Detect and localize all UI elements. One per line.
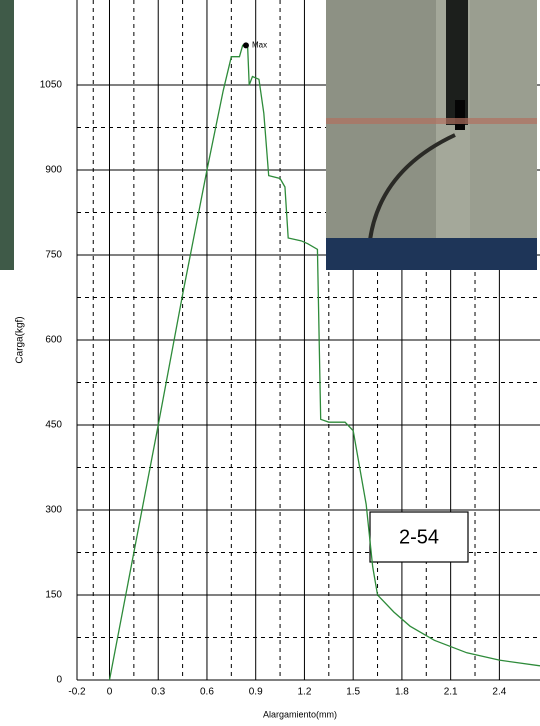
y-tick-label: 900	[45, 165, 62, 176]
y-tick-label: 600	[45, 335, 62, 346]
side-photo	[0, 0, 14, 270]
label-box	[369, 511, 469, 563]
x-tick-label: -0.2	[68, 687, 86, 698]
x-tick-label: 2.4	[492, 687, 506, 698]
max-marker	[242, 42, 249, 49]
x-tick-label: 0.3	[151, 687, 165, 698]
sample-label: 2-54	[399, 526, 439, 548]
y-tick-label: 450	[45, 420, 62, 431]
x-tick-label: 0	[107, 687, 113, 698]
data-line	[108, 44, 540, 681]
max-label: Max	[252, 40, 267, 49]
y-tick-label: 300	[45, 505, 62, 516]
x-tick-label: 1.5	[346, 687, 360, 698]
y-tick-label: 0	[56, 675, 62, 686]
y-axis-label: Carga(kgf)	[15, 316, 26, 363]
inset-photo	[326, 0, 537, 270]
y-tick-label: 150	[45, 590, 62, 601]
x-tick-label: 0.9	[249, 687, 263, 698]
x-tick-label: 1.8	[395, 687, 409, 698]
x-tick-label: 1.2	[297, 687, 311, 698]
y-tick-label: 750	[45, 250, 62, 261]
y-tick-label: 1050	[40, 80, 63, 91]
x-tick-label: 2.1	[444, 687, 458, 698]
x-axis-label: Alargamiento(mm)	[263, 709, 337, 719]
x-tick-label: 0.6	[200, 687, 214, 698]
